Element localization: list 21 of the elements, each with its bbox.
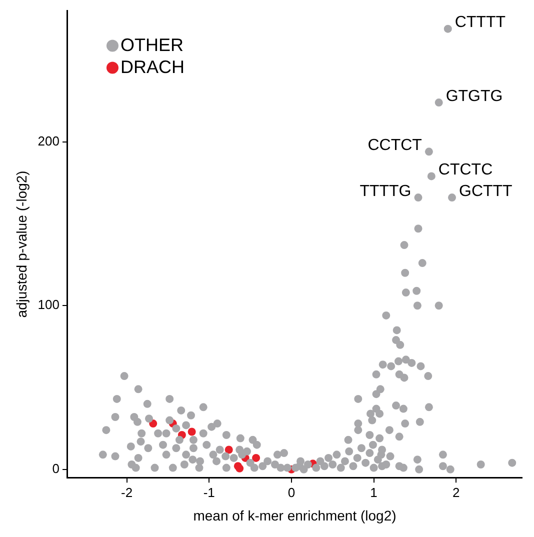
annotation: CCTCT [368, 137, 422, 154]
legend-label: DRACH [120, 56, 185, 77]
y-tick-label: 100 [38, 297, 60, 312]
x-axis-title: mean of k-mer enrichment (log2) [193, 507, 396, 524]
x-tick-label: 2 [452, 484, 460, 500]
point [188, 428, 196, 436]
annotation: CTTTT [454, 14, 506, 32]
x-tick-label: -1 [203, 484, 215, 500]
point [252, 454, 260, 462]
x-tick-label: 0 [288, 484, 296, 500]
x-tick-label: -2 [120, 484, 133, 500]
x-tick-label: 1 [370, 484, 378, 500]
annotation: CTCTC [438, 162, 493, 179]
y-axis-title: adjusted p-value (-log2) [13, 170, 30, 318]
y-tick-label: 200 [38, 133, 60, 148]
point [224, 446, 233, 454]
annotation: GTGTG [446, 88, 503, 105]
annotation: GCTTT [459, 182, 513, 200]
y-tick-label: 0 [52, 460, 60, 476]
legend-label: OTHER [120, 34, 184, 55]
annotation: TTTTG [360, 182, 412, 200]
